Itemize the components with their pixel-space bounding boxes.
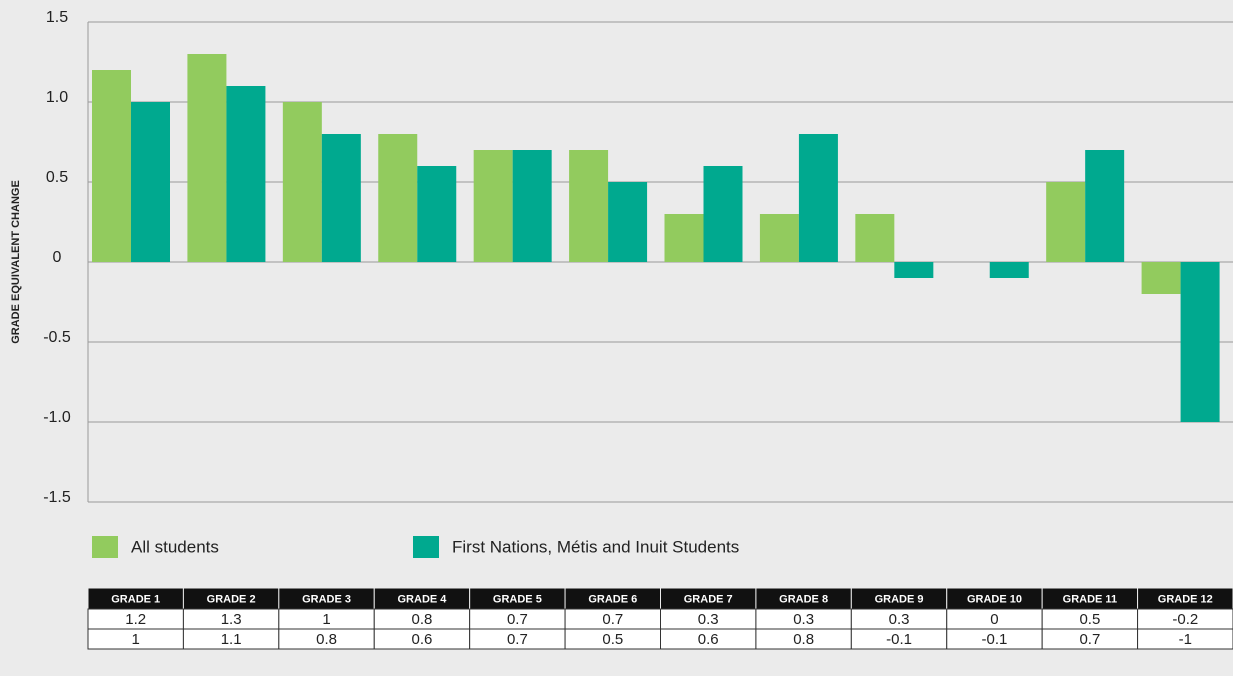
table-value: 0.7 xyxy=(1079,631,1100,648)
table-value: -0.1 xyxy=(886,631,912,648)
y-axis-label: GRADE EQUIVALENT CHANGE xyxy=(10,180,22,344)
table-header-label: GRADE 5 xyxy=(493,593,542,605)
bar xyxy=(1085,150,1125,262)
bar xyxy=(1141,262,1181,294)
table-value: 0 xyxy=(990,611,998,628)
table-header-label: GRADE 2 xyxy=(207,593,256,605)
bar xyxy=(1046,182,1086,262)
bar xyxy=(131,102,170,262)
table-value: 0.3 xyxy=(698,611,719,628)
bar xyxy=(894,262,934,278)
bar xyxy=(282,102,322,262)
bar xyxy=(92,70,131,262)
table-value: 0.8 xyxy=(316,631,337,648)
y-tick-label: 1.5 xyxy=(46,9,68,26)
bar xyxy=(417,166,457,262)
table-value: 1.2 xyxy=(125,611,146,628)
legend-label: All students xyxy=(131,537,219,556)
table-header-label: GRADE 3 xyxy=(302,593,351,605)
table-cell xyxy=(1137,628,1233,650)
y-tick-label: 1.0 xyxy=(46,89,68,106)
table-header-label: GRADE 6 xyxy=(588,593,637,605)
bar xyxy=(569,150,609,262)
y-tick-label: -1.5 xyxy=(43,489,71,506)
table-value: 1.1 xyxy=(221,631,242,648)
table-value: 1.3 xyxy=(221,611,242,628)
table-value: -0.2 xyxy=(1172,611,1198,628)
bar xyxy=(378,134,418,262)
table-value: -0.1 xyxy=(982,631,1008,648)
bar xyxy=(855,214,895,262)
bar xyxy=(759,214,799,262)
table-value: 0.3 xyxy=(889,611,910,628)
table-value: 0.6 xyxy=(412,631,433,648)
legend-swatch xyxy=(92,536,118,558)
table-value: 0.3 xyxy=(793,611,814,628)
table-value: 1 xyxy=(322,611,330,628)
bar xyxy=(187,54,227,262)
table-value: 0.7 xyxy=(602,611,623,628)
y-tick-label: 0 xyxy=(53,249,62,266)
bar xyxy=(1180,262,1220,422)
table-header-label: GRADE 10 xyxy=(967,593,1022,605)
y-tick-label: 0.5 xyxy=(46,169,68,186)
bar xyxy=(989,262,1029,278)
table-value: 0.6 xyxy=(698,631,719,648)
table-value: 0.7 xyxy=(507,631,528,648)
table-header-label: GRADE 7 xyxy=(684,593,733,605)
legend-label: First Nations, Métis and Inuit Students xyxy=(452,537,739,556)
table-header-label: GRADE 4 xyxy=(398,593,448,605)
bar xyxy=(226,86,266,262)
table-value: 0.5 xyxy=(1079,611,1100,628)
table-value: 1 xyxy=(132,631,140,648)
table-header-label: GRADE 12 xyxy=(1158,593,1213,605)
table-value: 0.5 xyxy=(602,631,623,648)
bar xyxy=(321,134,361,262)
table-value: -1 xyxy=(1179,631,1192,648)
table-header-label: GRADE 9 xyxy=(875,593,924,605)
bar xyxy=(664,214,704,262)
table-value: 0.8 xyxy=(412,611,433,628)
y-tick-label: -0.5 xyxy=(43,329,71,346)
legend-swatch xyxy=(413,536,439,558)
y-tick-label: -1.0 xyxy=(43,409,71,426)
bar xyxy=(512,150,552,262)
table-header-label: GRADE 1 xyxy=(111,593,160,605)
table-value: 0.7 xyxy=(507,611,528,628)
table-header-label: GRADE 11 xyxy=(1063,593,1117,605)
table-header-label: GRADE 8 xyxy=(779,593,828,605)
bar xyxy=(608,182,648,262)
bar xyxy=(798,134,838,262)
bar xyxy=(473,150,513,262)
table-value: 0.8 xyxy=(793,631,814,648)
bar xyxy=(703,166,743,262)
